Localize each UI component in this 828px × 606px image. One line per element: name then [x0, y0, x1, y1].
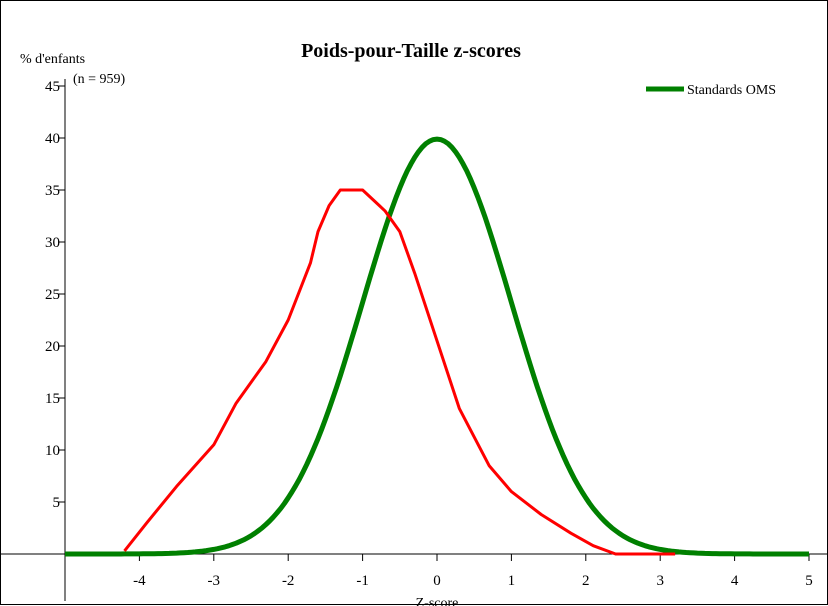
x-tick-label: 0: [433, 573, 441, 589]
y-axis-label: % d'enfants: [20, 52, 85, 67]
x-tick-label: -3: [208, 573, 221, 589]
x-tick-label: 2: [582, 573, 590, 589]
series-group: [65, 136, 809, 557]
x-tick-label: 4: [731, 573, 739, 589]
y-tick-label: 45: [45, 79, 60, 95]
x-tick-label: 5: [805, 573, 813, 589]
y-tick-label: 15: [45, 391, 60, 407]
y-tick-label: 30: [45, 235, 60, 251]
y-tick-label: 5: [53, 495, 61, 511]
x-tick-label: -2: [282, 573, 295, 589]
y-tick-label: 10: [45, 443, 60, 459]
survey-line: [123, 188, 676, 556]
y-tick-label: 25: [45, 287, 60, 303]
x-axis-label: Z-score: [416, 596, 459, 606]
legend: Standards OMS: [646, 83, 776, 98]
oms-standard-line: [65, 136, 809, 557]
x-tick-label: 3: [656, 573, 664, 589]
x-tick-label: 1: [508, 573, 516, 589]
y-tick-label: 20: [45, 339, 60, 355]
legend-label-oms: Standards OMS: [687, 83, 776, 98]
y-tick-label: 40: [45, 131, 60, 147]
sample-size-note: (n = 959): [73, 72, 126, 87]
x-tick-label: -1: [356, 573, 369, 589]
chart-title: Poids-pour-Taille z-scores: [301, 40, 521, 62]
y-tick-label: 35: [45, 183, 60, 199]
x-tick-label: -4: [133, 573, 146, 589]
